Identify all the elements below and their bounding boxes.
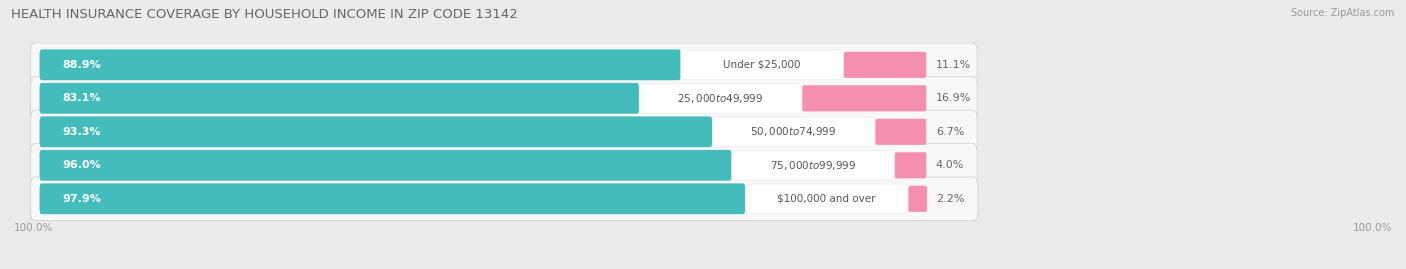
Text: 16.9%: 16.9%	[936, 93, 972, 103]
FancyBboxPatch shape	[894, 152, 927, 178]
FancyBboxPatch shape	[844, 52, 927, 78]
Text: 88.9%: 88.9%	[62, 60, 101, 70]
FancyBboxPatch shape	[31, 144, 977, 187]
Text: $50,000 to $74,999: $50,000 to $74,999	[751, 125, 837, 138]
Text: 96.0%: 96.0%	[62, 160, 101, 170]
FancyBboxPatch shape	[31, 43, 977, 87]
Text: 4.0%: 4.0%	[936, 160, 965, 170]
FancyBboxPatch shape	[908, 186, 927, 212]
FancyBboxPatch shape	[39, 83, 640, 114]
FancyBboxPatch shape	[745, 184, 908, 214]
FancyBboxPatch shape	[681, 50, 844, 80]
Text: HEALTH INSURANCE COVERAGE BY HOUSEHOLD INCOME IN ZIP CODE 13142: HEALTH INSURANCE COVERAGE BY HOUSEHOLD I…	[11, 8, 517, 21]
FancyBboxPatch shape	[31, 177, 979, 221]
FancyBboxPatch shape	[731, 151, 894, 180]
FancyBboxPatch shape	[640, 84, 801, 113]
Text: 2.2%: 2.2%	[936, 194, 965, 204]
FancyBboxPatch shape	[39, 183, 745, 214]
Text: $75,000 to $99,999: $75,000 to $99,999	[769, 159, 856, 172]
Text: 83.1%: 83.1%	[62, 93, 101, 103]
Text: 93.3%: 93.3%	[62, 127, 101, 137]
FancyBboxPatch shape	[39, 116, 713, 147]
FancyBboxPatch shape	[39, 150, 731, 181]
FancyBboxPatch shape	[31, 77, 977, 120]
FancyBboxPatch shape	[803, 85, 927, 111]
Text: $25,000 to $49,999: $25,000 to $49,999	[678, 92, 763, 105]
Text: 97.9%: 97.9%	[62, 194, 101, 204]
FancyBboxPatch shape	[713, 117, 875, 147]
Text: Source: ZipAtlas.com: Source: ZipAtlas.com	[1291, 8, 1395, 18]
Text: $100,000 and over: $100,000 and over	[778, 194, 876, 204]
FancyBboxPatch shape	[39, 49, 681, 80]
FancyBboxPatch shape	[876, 119, 927, 145]
Text: Under $25,000: Under $25,000	[723, 60, 800, 70]
FancyBboxPatch shape	[31, 110, 977, 154]
Text: 11.1%: 11.1%	[936, 60, 972, 70]
Text: 6.7%: 6.7%	[936, 127, 965, 137]
